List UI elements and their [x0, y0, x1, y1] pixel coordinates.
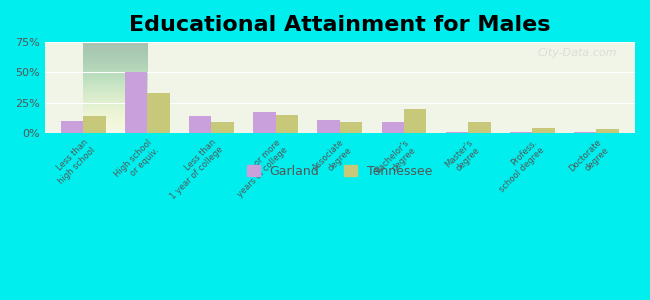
- Bar: [276, 115, 298, 133]
- Bar: [83, 116, 105, 133]
- Bar: [532, 128, 555, 133]
- Bar: [60, 121, 83, 133]
- Bar: [125, 72, 148, 133]
- Bar: [148, 93, 170, 133]
- Bar: [574, 132, 597, 133]
- Bar: [211, 122, 234, 133]
- Bar: [382, 122, 404, 133]
- Text: City-Data.com: City-Data.com: [538, 49, 618, 58]
- Bar: [468, 122, 491, 133]
- Bar: [189, 116, 211, 133]
- Bar: [340, 122, 362, 133]
- Legend: Garland, Tennessee: Garland, Tennessee: [242, 160, 437, 183]
- Bar: [253, 112, 276, 133]
- Bar: [510, 132, 532, 133]
- Bar: [446, 132, 468, 133]
- Bar: [597, 129, 619, 133]
- Bar: [317, 120, 340, 133]
- Title: Educational Attainment for Males: Educational Attainment for Males: [129, 15, 551, 35]
- Bar: [404, 109, 426, 133]
